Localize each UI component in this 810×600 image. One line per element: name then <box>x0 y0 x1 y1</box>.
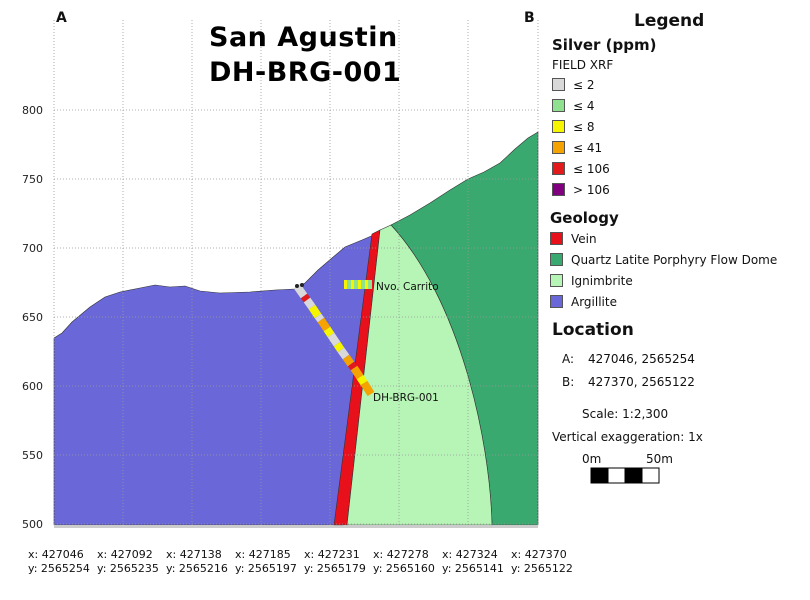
legend-swatch <box>550 253 563 266</box>
vertical-exaggeration-text: Vertical exaggeration: 1x <box>552 430 703 444</box>
legend-item: Vein <box>550 228 777 249</box>
legend-swatch <box>552 141 565 154</box>
legend-swatch <box>550 295 563 308</box>
scale-text: Scale: 1:2,300 <box>582 407 669 421</box>
silver-legend-title: Silver (ppm) <box>552 36 657 54</box>
legend-item: > 106 <box>552 179 610 200</box>
legend-item: Argillite <box>550 291 777 312</box>
drill-collar-marker <box>295 284 299 288</box>
legend-swatch <box>552 78 565 91</box>
location-b-value: 427370, 2565122 <box>588 375 695 389</box>
silver-legend-subtitle: FIELD XRF <box>552 58 614 72</box>
location-a-value: 427046, 2565254 <box>588 352 695 366</box>
section-end-a-label: A <box>56 10 67 26</box>
argillite-unit <box>53 233 377 526</box>
x-coord-label: x: 427231 y: 2565179 <box>304 548 366 575</box>
geology-legend-title: Geology <box>550 209 619 227</box>
drill-collar-marker <box>300 283 304 287</box>
legend-item: ≤ 41 <box>552 137 610 158</box>
map-title-line1: San Agustin <box>209 22 398 53</box>
scalebar-end-label: 50m <box>646 452 673 466</box>
section-end-b-label: B <box>524 10 535 26</box>
legend-item: Quartz Latite Porphyry Flow Dome <box>550 249 777 270</box>
y-tick-label: 700 <box>22 242 43 255</box>
legend-item: ≤ 2 <box>552 74 610 95</box>
y-tick-label: 500 <box>22 518 43 531</box>
y-tick-label: 650 <box>22 311 43 324</box>
geology-legend-list: Vein Quartz Latite Porphyry Flow Dome Ig… <box>550 228 777 312</box>
legend-item: ≤ 4 <box>552 95 610 116</box>
location-a-key: A: <box>562 352 575 366</box>
grid-lines <box>53 20 539 527</box>
scale-bar <box>590 467 660 484</box>
silver-legend-list: ≤ 2 ≤ 4 ≤ 8 ≤ 41 ≤ 106 > 106 <box>552 74 610 200</box>
y-tick-label: 750 <box>22 173 43 186</box>
legend-swatch <box>552 120 565 133</box>
location-b-key: B: <box>562 375 575 389</box>
legend-item: ≤ 8 <box>552 116 610 137</box>
map-title-line2: DH-BRG-001 <box>209 57 401 88</box>
legend-item: ≤ 106 <box>552 158 610 179</box>
x-coord-label: x: 427370 y: 2565122 <box>511 548 573 575</box>
x-coord-label: x: 427046 y: 2565254 <box>28 548 90 575</box>
x-coord-label: x: 427324 y: 2565141 <box>442 548 504 575</box>
legend-item: Ignimbrite <box>550 270 777 291</box>
tunnel-label: Nvo. Carrito <box>376 281 439 293</box>
scalebar-start-label: 0m <box>582 452 602 466</box>
location-title: Location <box>552 320 634 340</box>
legend-swatch <box>552 162 565 175</box>
y-tick-label: 600 <box>22 380 43 393</box>
legend-swatch <box>552 99 565 112</box>
x-coord-label: x: 427138 y: 2565216 <box>166 548 228 575</box>
legend-swatch <box>552 183 565 196</box>
drillhole-trace <box>293 283 375 397</box>
x-coord-label: x: 427278 y: 2565160 <box>373 548 435 575</box>
y-tick-label: 550 <box>22 449 43 462</box>
ignimbrite-unit <box>346 224 493 526</box>
y-tick-label: 800 <box>22 104 43 117</box>
x-coord-label: x: 427092 y: 2565235 <box>97 548 159 575</box>
legend-swatch <box>550 232 563 245</box>
legend-title: Legend <box>634 11 705 31</box>
legend-swatch <box>550 274 563 287</box>
x-coord-label: x: 427185 y: 2565197 <box>235 548 297 575</box>
drillhole-label: DH-BRG-001 <box>373 392 439 404</box>
tunnel-samples <box>344 280 372 289</box>
